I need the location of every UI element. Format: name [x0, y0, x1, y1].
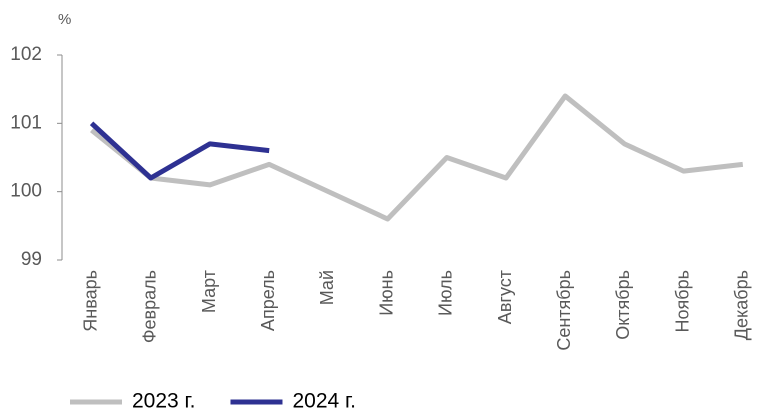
legend-label: 2024 г. — [292, 390, 355, 410]
series-line — [89, 121, 270, 181]
x-tick-label: Июль — [436, 270, 456, 316]
x-tick-label: Апрель — [258, 270, 278, 331]
y-unit: % — [58, 11, 71, 28]
x-tick-label: Декабрь — [732, 270, 752, 340]
x-tick-label: Январь — [80, 270, 100, 332]
y-tick-label: 99 — [21, 249, 42, 270]
y-tick-label: 101 — [10, 112, 42, 133]
x-tick-label: Март — [199, 270, 219, 313]
x-tick-label: Октябрь — [613, 270, 633, 340]
y-tick-label: 100 — [10, 181, 42, 202]
x-tick-label: Август — [495, 270, 515, 324]
x-tick-label: Май — [317, 270, 337, 305]
series-line — [90, 93, 744, 222]
x-tick-label: Июнь — [376, 270, 396, 316]
legend-label: 2023 г. — [132, 390, 195, 410]
y-tick-label: 102 — [10, 44, 42, 65]
x-tick-label: Сентябрь — [554, 270, 574, 351]
x-tick-label: Февраль — [140, 270, 160, 343]
x-tick-label: Ноябрь — [672, 270, 692, 332]
